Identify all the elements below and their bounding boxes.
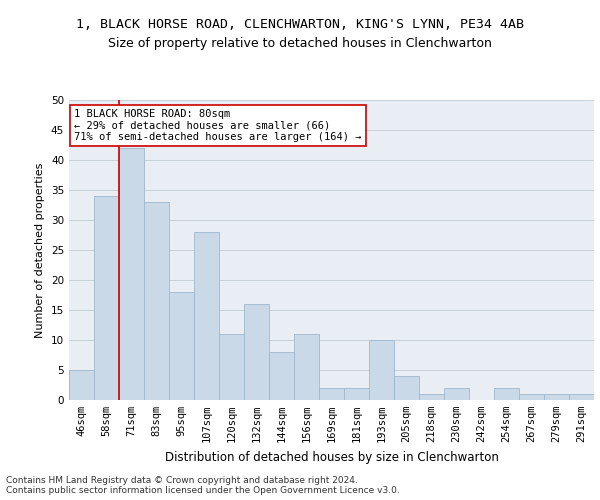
- Bar: [94, 196, 119, 400]
- Bar: [569, 394, 594, 400]
- Bar: [419, 394, 444, 400]
- Y-axis label: Number of detached properties: Number of detached properties: [35, 162, 46, 338]
- Bar: [169, 292, 194, 400]
- Bar: [244, 304, 269, 400]
- Bar: [319, 388, 344, 400]
- Bar: [494, 388, 519, 400]
- X-axis label: Distribution of detached houses by size in Clenchwarton: Distribution of detached houses by size …: [164, 450, 499, 464]
- Text: Contains HM Land Registry data © Crown copyright and database right 2024.
Contai: Contains HM Land Registry data © Crown c…: [6, 476, 400, 495]
- Bar: [444, 388, 469, 400]
- Bar: [144, 202, 169, 400]
- Bar: [69, 370, 94, 400]
- Bar: [119, 148, 144, 400]
- Text: 1 BLACK HORSE ROAD: 80sqm
← 29% of detached houses are smaller (66)
71% of semi-: 1 BLACK HORSE ROAD: 80sqm ← 29% of detac…: [74, 109, 362, 142]
- Bar: [544, 394, 569, 400]
- Text: Size of property relative to detached houses in Clenchwarton: Size of property relative to detached ho…: [108, 38, 492, 51]
- Bar: [519, 394, 544, 400]
- Bar: [369, 340, 394, 400]
- Bar: [219, 334, 244, 400]
- Bar: [294, 334, 319, 400]
- Text: 1, BLACK HORSE ROAD, CLENCHWARTON, KING'S LYNN, PE34 4AB: 1, BLACK HORSE ROAD, CLENCHWARTON, KING'…: [76, 18, 524, 30]
- Bar: [344, 388, 369, 400]
- Bar: [269, 352, 294, 400]
- Bar: [194, 232, 219, 400]
- Bar: [394, 376, 419, 400]
